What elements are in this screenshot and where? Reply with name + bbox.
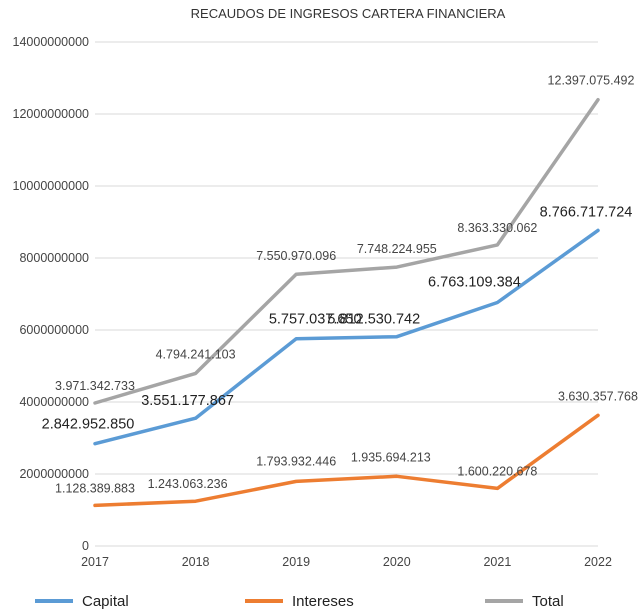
series-line-capital (93, 228, 600, 446)
data-label-intereses: 1.793.932.446 (256, 454, 336, 468)
x-tick-label: 2019 (282, 555, 310, 569)
data-label-capital: 2.842.952.850 (42, 417, 135, 433)
data-label-total: 12.397.075.492 (548, 74, 635, 88)
y-tick-label: 0 (82, 539, 89, 553)
data-label-total: 3.971.342.733 (55, 379, 135, 393)
data-label-total: 7.550.970.096 (256, 249, 336, 263)
series-lines (93, 97, 600, 508)
y-tick-label: 2000000000 (19, 467, 89, 481)
legend: Capital Intereses Total (35, 593, 564, 610)
data-label-total: 8.363.330.062 (457, 221, 537, 235)
legend-label-total: Total (532, 593, 564, 610)
y-tick-label: 8000000000 (19, 251, 89, 265)
data-label-intereses: 1.935.694.213 (351, 450, 431, 464)
x-tick-label: 2021 (483, 555, 511, 569)
y-tick-label: 6000000000 (19, 323, 89, 337)
data-label-capital: 6.763.109.384 (428, 275, 521, 291)
data-label-intereses: 1.243.063.236 (148, 477, 228, 491)
chart-title: RECAUDOS DE INGRESOS CARTERA FINANCIERA (191, 6, 506, 21)
legend-label-intereses: Intereses (292, 593, 354, 610)
y-axis: 0 2000000000 4000000000 6000000000 800000000… (13, 35, 90, 553)
data-label-intereses: 1.600.220.678 (457, 464, 537, 478)
data-label-intereses: 1.128.389.883 (55, 481, 135, 495)
series-line-intereses (93, 413, 600, 508)
x-tick-label: 2020 (383, 555, 411, 569)
data-labels: 2.842.952.850 3.551.177.867 5.757.037.6505… (42, 74, 638, 496)
legend-label-capital: Capital (82, 593, 129, 610)
x-tick-label: 2017 (81, 555, 109, 569)
data-label-capital: 8.766.717.724 (540, 204, 633, 220)
y-tick-label: 4000000000 (19, 395, 89, 409)
data-label-total: 4.794.241.103 (156, 347, 236, 361)
data-label-capital: 5.757.037.650 (269, 312, 362, 328)
data-label-capital: 5.812.530.742 (327, 312, 420, 328)
y-tick-label: 10000000000 (13, 179, 90, 193)
x-tick-label: 2018 (182, 555, 210, 569)
y-tick-label: 14000000000 (13, 35, 90, 49)
x-tick-label: 2022 (584, 555, 612, 569)
y-tick-label: 12000000000 (13, 107, 90, 121)
data-label-total: 7.748.224.955 (357, 242, 437, 256)
x-axis: 2017 2018 2019 2020 2021 2022 (81, 555, 612, 569)
series-line-total (93, 97, 600, 405)
data-label-intereses: 3.630.357.768 (558, 389, 638, 403)
gridlines (95, 41, 598, 547)
data-label-capital: 3.551.177.867 (141, 393, 234, 409)
